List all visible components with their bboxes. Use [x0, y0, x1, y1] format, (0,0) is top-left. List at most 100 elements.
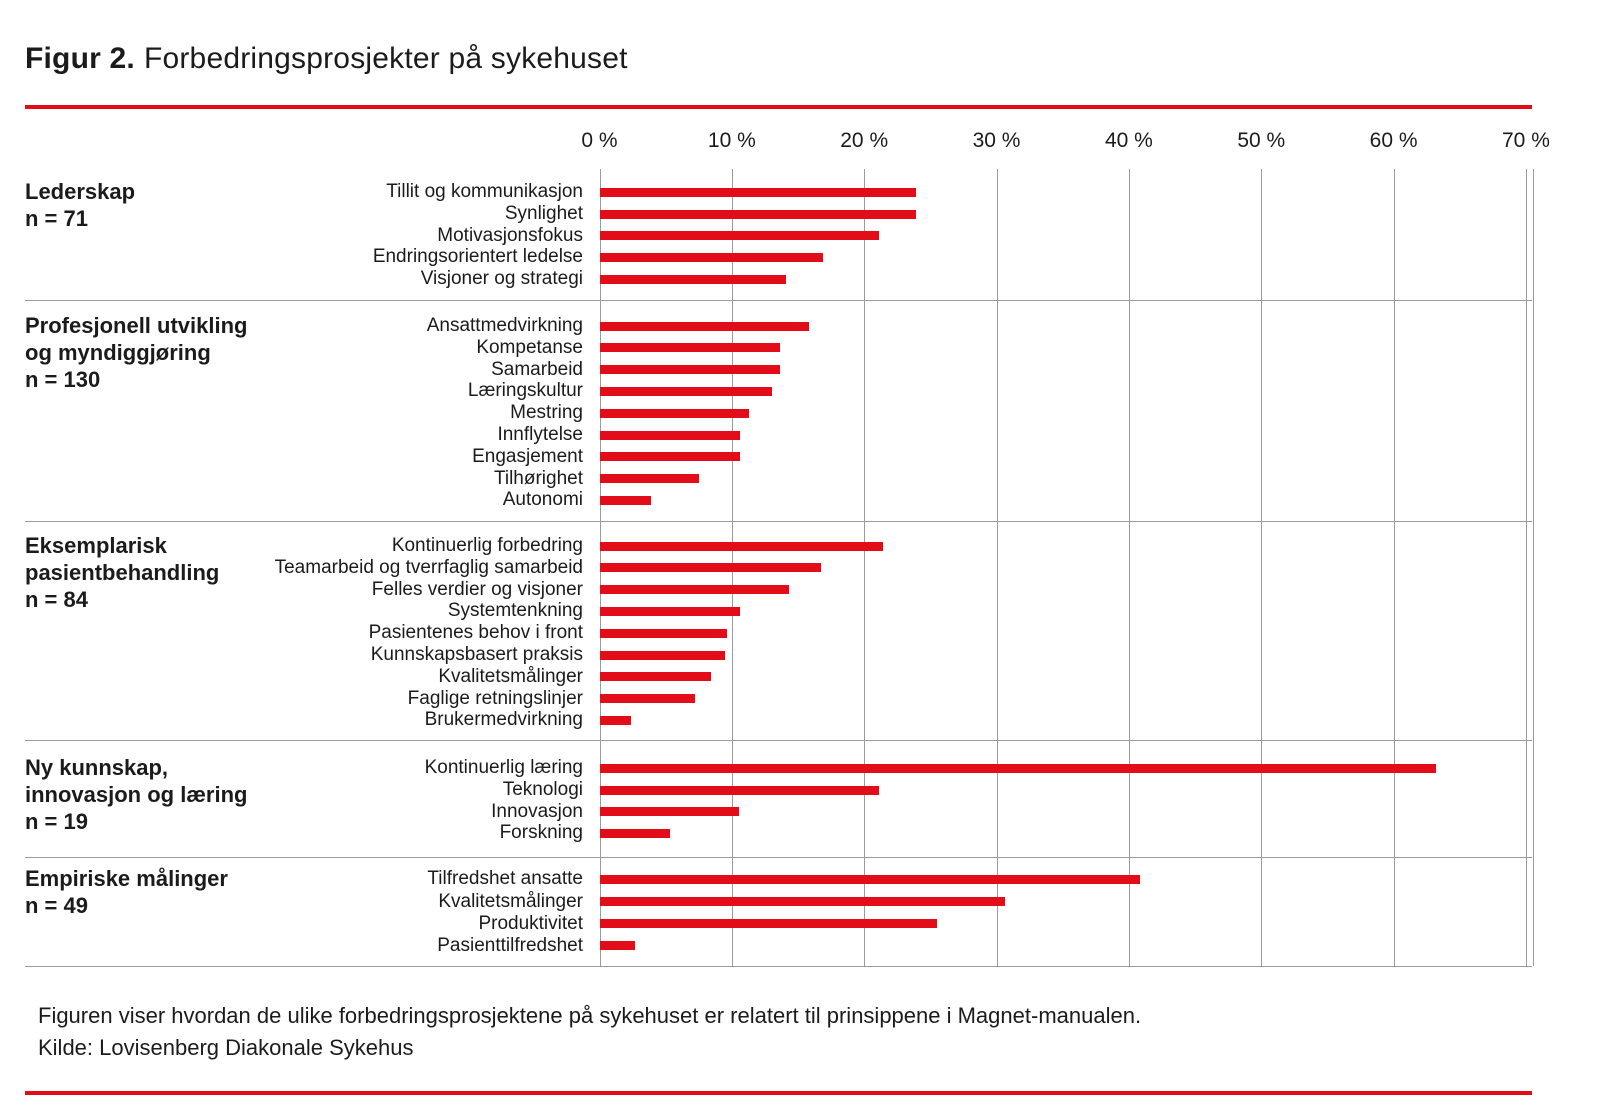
group-label-line: n = 71: [25, 206, 88, 231]
bar: [599, 874, 1140, 884]
category-label: Teamarbeid og tverrfaglig samarbeid: [274, 556, 583, 578]
category-label: Forskning: [499, 822, 583, 844]
bar: [599, 585, 789, 595]
bar: [599, 274, 787, 284]
category-label: Kvalitetsmålinger: [438, 665, 583, 687]
category-label: Pasientenes behov i front: [368, 622, 583, 644]
bar: [599, 231, 879, 241]
x-axis-tick-label: 10 %: [707, 129, 756, 152]
figure-number-label: Figur 2.: [25, 42, 135, 75]
bar: [599, 343, 780, 353]
bar: [599, 807, 739, 817]
group-separator: [25, 966, 1532, 967]
category-label: Mestring: [510, 402, 583, 424]
bottom-rule: [25, 1091, 1532, 1095]
group-label-line: n = 130: [25, 367, 101, 392]
group-separator: [25, 740, 1532, 741]
category-label: Brukermedvirkning: [424, 709, 583, 731]
category-label: Teknologi: [502, 779, 583, 800]
group-label: Profesjonell utvikling og myndiggjøring n …: [25, 312, 355, 393]
bar: [599, 919, 937, 929]
category-label: Felles verdier og visjoner: [371, 578, 583, 600]
bar: [599, 495, 652, 505]
figure-source: Kilde: Lovisenberg Diakonale Sykehus: [38, 1035, 414, 1060]
bar: [599, 430, 740, 440]
group-label-line: Lederskap: [25, 179, 136, 204]
group-label-line: Profesjonell utvikling: [25, 313, 248, 338]
group-label-line: n = 19: [25, 809, 88, 834]
category-label: Tilhørighet: [493, 467, 583, 489]
category-label: Læringskultur: [467, 380, 583, 402]
bar: [599, 694, 695, 704]
bar: [599, 606, 740, 616]
bar: [599, 897, 1005, 906]
category-label: Kunnskapsbasert praksis: [370, 644, 583, 665]
bar: [599, 474, 699, 484]
x-axis-tick-label: 20 %: [840, 129, 889, 152]
group-separator: [25, 856, 1532, 858]
bar: [599, 408, 750, 418]
vertical-gridline: [1525, 169, 1527, 966]
vertical-gridline: [864, 169, 866, 966]
vertical-gridline: [996, 169, 998, 966]
group-label: Lederskap n = 71: [25, 178, 355, 232]
bar: [599, 541, 883, 551]
category-label: Systemtenkning: [447, 600, 583, 622]
category-label: Kontinuerlig forbedring: [391, 535, 583, 556]
bar: [599, 452, 740, 462]
plot-right-border: [1533, 169, 1534, 966]
group-separator: [25, 521, 1532, 522]
bar: [599, 386, 772, 396]
group-label-line: n = 49: [25, 893, 88, 918]
bar: [599, 628, 727, 638]
category-label: Autonomi: [502, 489, 583, 511]
category-label: Innovasjon: [491, 800, 583, 822]
category-label: Tillit og kommunikasjon: [386, 181, 583, 203]
group-label: Empiriske målinger n = 49: [25, 865, 355, 919]
category-label: Samarbeid: [491, 358, 583, 380]
group-label-line: pasientbehandling: [25, 560, 220, 585]
category-label: Engasjement: [472, 445, 583, 467]
bar: [599, 941, 636, 951]
category-label: Synlighet: [504, 203, 583, 224]
group-label-line: Empiriske målinger: [25, 866, 228, 891]
category-label: Innflytelse: [497, 424, 583, 445]
vertical-gridline: [1261, 169, 1263, 966]
bar: [599, 715, 632, 725]
top-rule: [25, 105, 1532, 109]
bar: [599, 209, 916, 219]
figure-footer: Figuren viser hvordan de ulike forbedrin…: [38, 1000, 1141, 1064]
bar: [599, 365, 780, 375]
category-label: Pasienttilfredshet: [437, 934, 583, 956]
category-label: Visjoner og strategi: [420, 268, 583, 290]
bar: [599, 763, 1436, 773]
bar: [599, 252, 824, 262]
category-label: Kontinuerlig læring: [424, 757, 583, 779]
group-label-line: Eksemplarisk: [25, 533, 167, 558]
x-axis-tick-label: 40 %: [1104, 129, 1153, 152]
category-label: Endringsorientert ledelse: [372, 246, 583, 268]
group-label: Eksemplarisk pasientbehandling n = 84: [25, 532, 355, 613]
category-label: Faglige retningslinjer: [407, 687, 583, 709]
x-axis-tick-label: 0 %: [581, 129, 618, 152]
category-label: Produktivitet: [478, 912, 583, 934]
figure-title: Figur 2. Forbedringsprosjekter på sykehus…: [25, 42, 628, 76]
group-label-line: og myndiggjøring: [25, 340, 211, 365]
bar: [599, 563, 821, 573]
bar: [599, 672, 711, 682]
x-axis-tick-label: 50 %: [1237, 129, 1286, 152]
group-label-line: innovasjon og læring: [25, 782, 248, 807]
x-axis-tick-label: 30 %: [972, 129, 1021, 152]
vertical-gridline: [1393, 169, 1395, 966]
category-label: Tilfredshet ansatte: [427, 868, 583, 890]
category-label: Motivasjonsfokus: [437, 224, 583, 246]
bar: [599, 785, 879, 795]
category-label: Kvalitetsmålinger: [438, 890, 583, 912]
figure-title-text: Forbedringsprosjekter på sykehuset: [143, 42, 628, 75]
figure-caption: Figuren viser hvordan de ulike forbedrin…: [38, 1003, 1142, 1028]
category-label: Kompetanse: [476, 336, 583, 358]
bar: [599, 187, 916, 197]
vertical-gridline: [1128, 169, 1130, 966]
group-separator: [25, 300, 1532, 301]
